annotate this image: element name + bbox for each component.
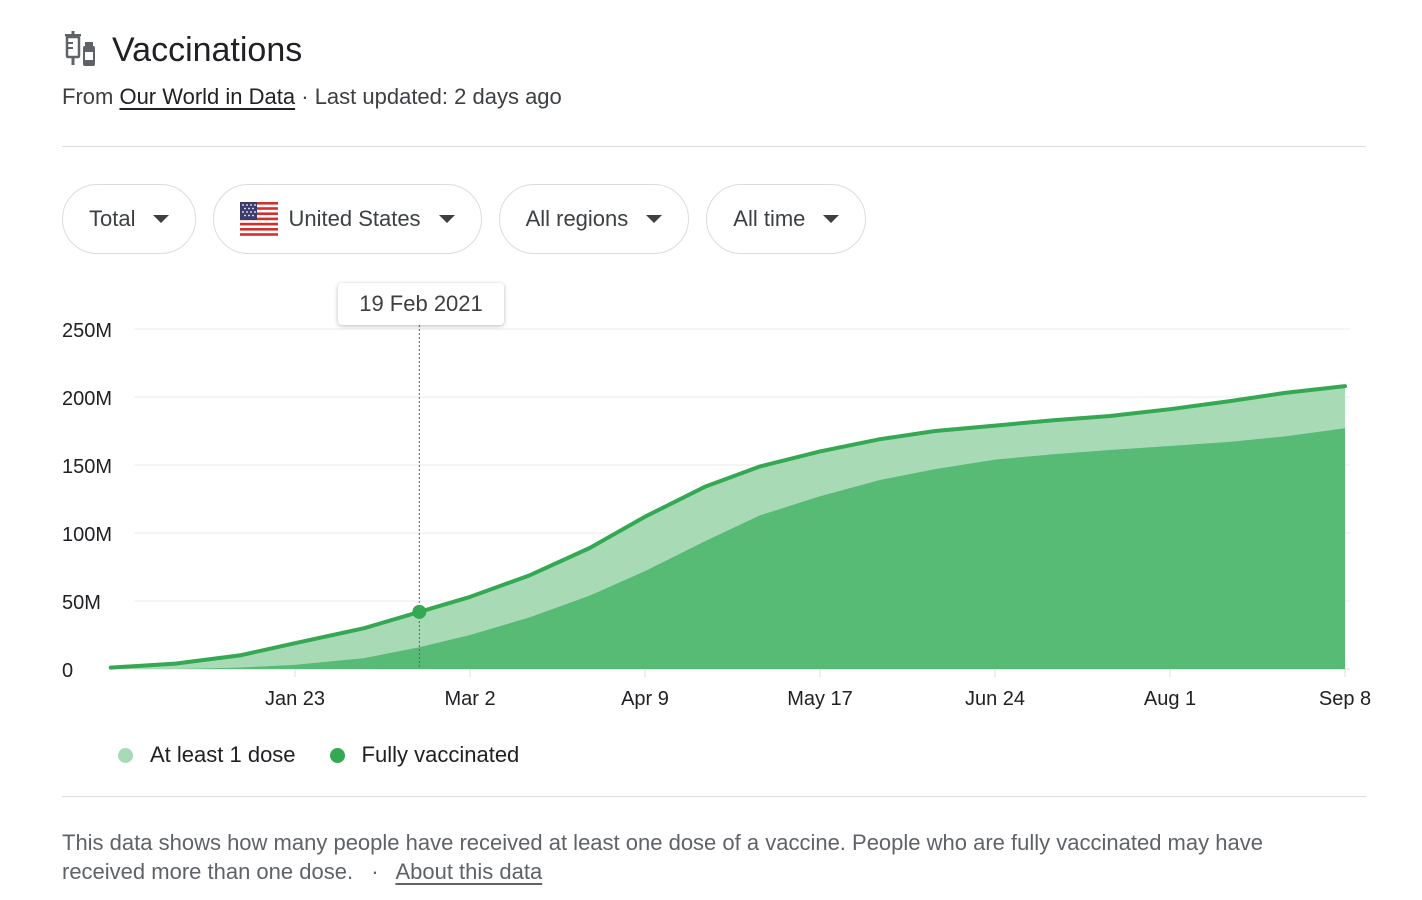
card-header: Vaccinations From Our World in Data · La…	[62, 28, 562, 112]
x-tick-label: May 17	[787, 688, 853, 710]
filter-bar: Total United States All regions	[62, 184, 867, 254]
legend-label: Fully vaccinated	[361, 742, 520, 767]
y-tick-label: 100M	[62, 524, 112, 546]
bottom-divider	[62, 796, 1366, 797]
y-axis: 250M 200M 150M 100M 50M 0	[62, 320, 112, 682]
y-tick-label: 250M	[62, 320, 112, 342]
filter-label: Total	[89, 206, 136, 231]
hover-point	[412, 604, 427, 619]
y-tick-label: 50M	[62, 592, 101, 614]
vaccination-area-chart[interactable]: 250M 200M 150M 100M 50M 0 Jan 23 Mar 2 Apr 9 May…	[0, 280, 1422, 720]
vaccine-syringe-icon	[65, 31, 95, 66]
legend-item-first-dose[interactable]: At least 1 dose	[118, 742, 296, 768]
filter-country-dropdown[interactable]: United States	[213, 184, 482, 254]
x-tick-label: Jun 24	[965, 688, 1025, 710]
filter-time-dropdown[interactable]: All time	[706, 184, 867, 254]
footer-separator: ·	[371, 859, 379, 884]
x-axis: Jan 23 Mar 2 Apr 9 May 17 Jun 24 Aug 1 Sep 8	[265, 669, 1371, 710]
about-data-link[interactable]: About this data	[395, 859, 543, 884]
legend-label: At least 1 dose	[150, 742, 296, 767]
legend-item-fully-vaccinated[interactable]: Fully vaccinated	[329, 742, 520, 768]
chart-legend: At least 1 dose Fully vaccinated	[118, 742, 553, 768]
page-title: Vaccinations	[112, 31, 303, 69]
x-tick-label: Sep 8	[1319, 688, 1371, 710]
data-description: This data shows how many people have rec…	[62, 828, 1352, 886]
y-tick-label: 0	[62, 660, 73, 682]
chevron-down-icon	[153, 215, 170, 223]
chevron-down-icon	[646, 215, 663, 223]
chart-hover-indicator	[412, 325, 427, 669]
source-separator: ·	[301, 84, 309, 109]
top-divider	[62, 146, 1366, 147]
filter-label: United States	[288, 206, 421, 231]
area-fully-vaccinated	[110, 428, 1346, 669]
chart-tooltip: 19 Feb 2021	[338, 283, 504, 325]
x-tick-label: Jan 23	[265, 688, 325, 710]
source-line: From Our World in Data · Last updated: 2…	[62, 82, 562, 112]
x-tick-label: Apr 9	[621, 688, 669, 710]
filter-label: All time	[733, 206, 806, 231]
us-flag-icon	[240, 202, 279, 236]
title-row: Vaccinations	[62, 28, 562, 72]
chevron-down-icon	[823, 215, 840, 223]
filter-label: All regions	[525, 206, 629, 231]
y-tick-label: 200M	[62, 388, 112, 410]
x-tick-label: Mar 2	[444, 688, 495, 710]
y-tick-label: 150M	[62, 456, 112, 478]
x-tick-label: Aug 1	[1144, 688, 1196, 710]
line-at-least-one-dose	[108, 384, 1347, 670]
chevron-down-icon	[438, 215, 455, 223]
chart-areas	[108, 384, 1347, 670]
description-text: This data shows how many people have rec…	[62, 830, 1263, 884]
legend-swatch	[329, 747, 345, 763]
filter-regions-dropdown[interactable]: All regions	[498, 184, 690, 254]
legend-swatch	[118, 747, 133, 763]
last-updated: Last updated: 2 days ago	[314, 84, 562, 109]
filter-total-dropdown[interactable]: Total	[62, 184, 197, 254]
source-prefix: From	[62, 84, 114, 109]
source-link[interactable]: Our World in Data	[119, 84, 296, 109]
